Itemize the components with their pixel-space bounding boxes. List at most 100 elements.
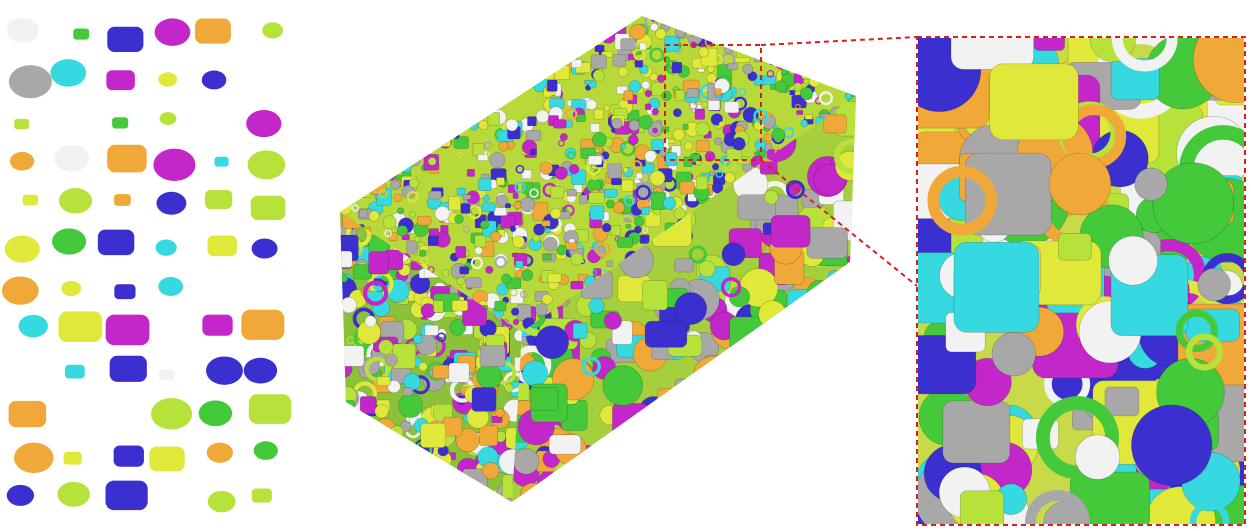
part [530, 387, 559, 411]
part [625, 224, 632, 229]
object [22, 194, 39, 206]
part [1152, 162, 1234, 245]
part [752, 35, 761, 44]
part [535, 303, 548, 316]
ring-part [342, 133, 353, 144]
part [827, 16, 842, 32]
part [812, 57, 827, 70]
part [827, 270, 856, 298]
ring-part [561, 26, 577, 43]
part [644, 150, 657, 163]
part [738, 21, 751, 35]
part [756, 28, 765, 37]
part [420, 303, 436, 319]
part [360, 108, 373, 120]
part [777, 19, 792, 37]
ring-part [799, 43, 811, 55]
part [805, 298, 816, 308]
part [1192, 38, 1244, 104]
part [386, 103, 400, 117]
part [377, 43, 392, 58]
part [340, 465, 354, 482]
part [396, 491, 408, 502]
part [375, 117, 388, 130]
ring-part [566, 33, 578, 46]
object [14, 442, 54, 474]
part [398, 83, 414, 98]
object [107, 26, 144, 53]
ring-part [397, 119, 404, 126]
ring-part [807, 51, 821, 64]
part [451, 17, 458, 25]
part [408, 154, 421, 167]
part [482, 194, 490, 202]
part [578, 453, 594, 467]
part [582, 24, 598, 40]
part [441, 269, 449, 278]
part [414, 81, 430, 97]
part [631, 461, 657, 487]
part [686, 87, 700, 98]
part [1134, 167, 1168, 201]
part [592, 69, 605, 82]
part [355, 55, 363, 63]
part [535, 325, 570, 360]
ring-part [342, 72, 353, 83]
part [388, 95, 404, 107]
part [449, 109, 459, 119]
part [479, 424, 498, 447]
part [371, 39, 385, 53]
part [469, 121, 479, 131]
ring-part [610, 453, 641, 484]
object [50, 59, 87, 87]
part [815, 21, 824, 28]
part [553, 39, 560, 46]
part [496, 283, 509, 296]
part [556, 244, 568, 256]
object [195, 18, 231, 44]
part [700, 100, 709, 109]
part [629, 23, 646, 40]
part [371, 182, 387, 195]
object [207, 235, 237, 257]
part [753, 52, 764, 62]
object [253, 441, 278, 460]
part [787, 288, 830, 335]
part [398, 393, 423, 418]
part [621, 179, 634, 192]
part [478, 108, 485, 116]
part [399, 33, 407, 41]
part [379, 160, 390, 171]
part [942, 400, 1011, 464]
part [590, 123, 600, 133]
part [588, 80, 597, 89]
part [547, 272, 562, 283]
part [732, 137, 746, 151]
object [247, 150, 286, 180]
part [348, 50, 361, 60]
object-collection [1, 17, 292, 513]
part [759, 16, 770, 24]
object [151, 398, 193, 430]
part [425, 58, 434, 68]
part [589, 440, 618, 469]
part [390, 487, 416, 502]
part [424, 129, 432, 136]
part [510, 307, 520, 316]
ring-part [715, 22, 725, 32]
part [374, 404, 389, 419]
ring-part [795, 103, 801, 110]
part [478, 178, 492, 192]
part [713, 459, 745, 496]
part [584, 489, 601, 502]
object [202, 314, 233, 336]
part [366, 61, 376, 71]
part [1058, 233, 1092, 261]
part [541, 293, 553, 305]
part [519, 16, 529, 25]
part [445, 58, 461, 74]
object [201, 70, 227, 90]
part [591, 23, 600, 33]
part [433, 300, 444, 313]
part [400, 161, 412, 173]
